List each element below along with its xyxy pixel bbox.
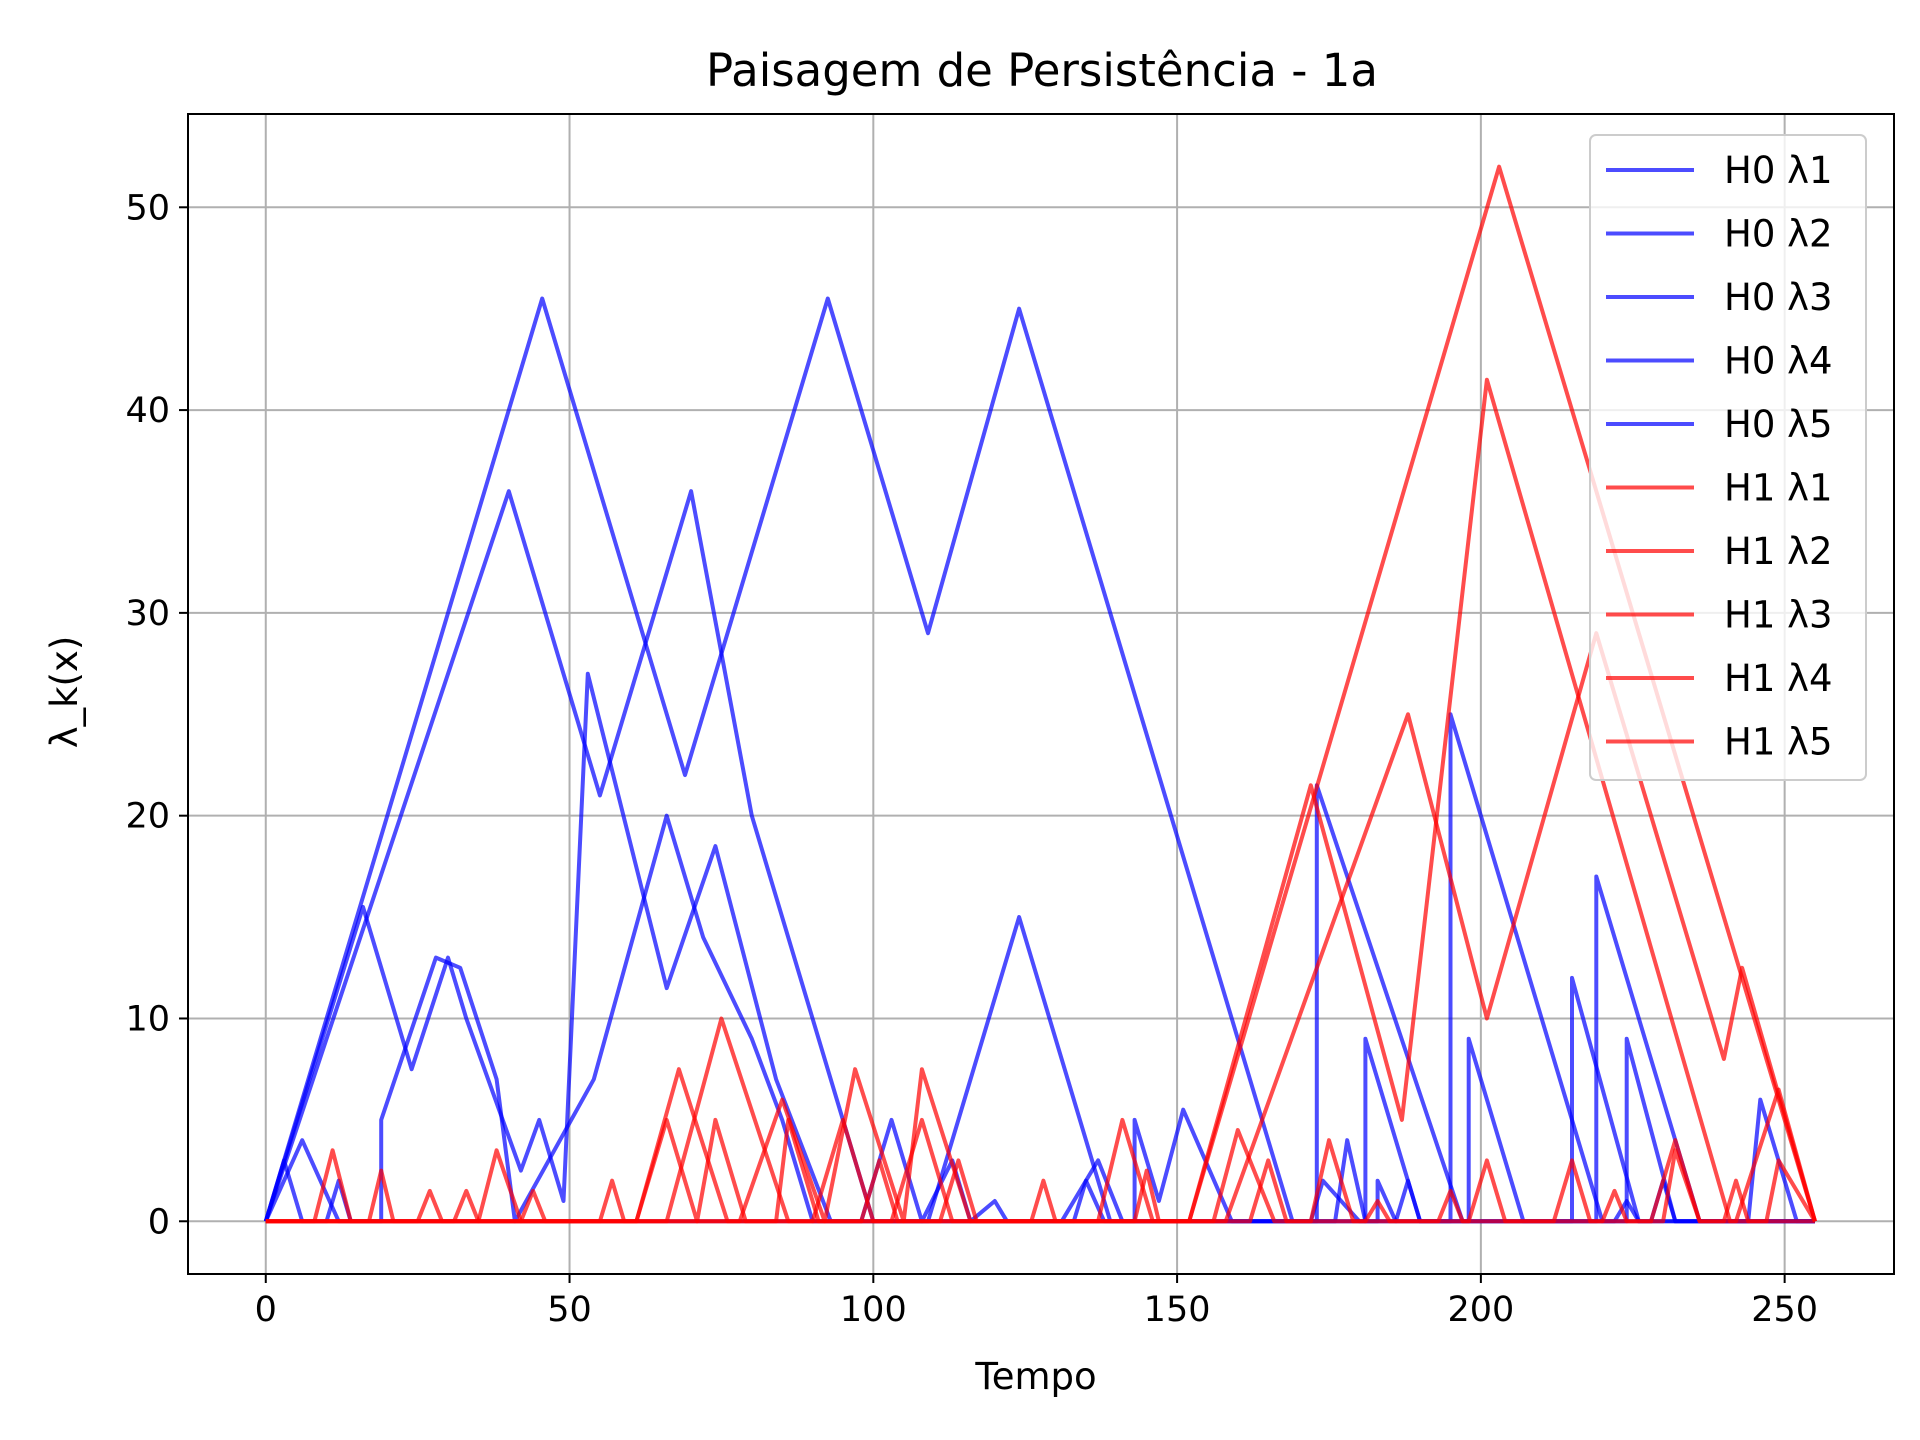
series-line-h1-lambda5: [265, 1117, 1817, 1224]
legend-label-h1-lambda2: H1 λ2: [1724, 530, 1833, 573]
legend-label-h1-lambda3: H1 λ3: [1724, 594, 1833, 637]
plot-frame: [187, 113, 1895, 1275]
legend-label-h0-lambda1: H0 λ1: [1724, 149, 1833, 192]
series-line-h0-lambda4: [263, 813, 1815, 1224]
legend: H0 λ1 H0 λ2 H0 λ3 H0 λ4 H0 λ5 H1 λ1 H1 λ2 H1 λ3…: [1589, 134, 1867, 781]
x-tick-label: 200: [1447, 1290, 1514, 1330]
x-tick-label: 100: [840, 1290, 907, 1330]
series-line-h0-lambda2: [263, 489, 1815, 1224]
legend-label-h0-lambda3: H0 λ3: [1724, 276, 1833, 319]
x-tick-label: 50: [547, 1290, 592, 1330]
x-tick-label: 250: [1751, 1290, 1818, 1330]
y-tick-label: 0: [148, 1202, 170, 1242]
chart-title: Paisagem de Persistência - 1a: [706, 44, 1378, 97]
legend-label-h0-lambda5: H0 λ5: [1724, 403, 1833, 446]
legend-label-h1-lambda5: H1 λ5: [1724, 721, 1833, 764]
legend-label-h0-lambda2: H0 λ2: [1724, 213, 1833, 256]
series-line-h0-lambda3: [263, 671, 1815, 1224]
legend-label-h0-lambda4: H0 λ4: [1724, 340, 1833, 383]
legend-label-h1-lambda1: H1 λ1: [1724, 467, 1833, 510]
y-tick-label: 30: [125, 594, 170, 634]
x-tick-label: 150: [1144, 1290, 1211, 1330]
y-tick-label: 20: [125, 797, 170, 837]
y-axis-label: λ_k(x): [43, 636, 86, 749]
y-tick-label: 40: [125, 391, 170, 431]
legend-entries: H0 λ1 H0 λ2 H0 λ3 H0 λ4 H0 λ5 H1 λ1 H1 λ2 H1 λ3…: [1606, 149, 1833, 764]
y-tick-label: 50: [125, 188, 170, 228]
x-tick-label: 0: [255, 1290, 277, 1330]
series-line-h0-lambda1: [263, 296, 1815, 1224]
axis-ticks: 0 50 100 150 200 250 0 10 20 30 40 50: [125, 188, 1818, 1330]
x-axis-label: Tempo: [974, 1355, 1096, 1398]
legend-label-h1-lambda4: H1 λ4: [1724, 657, 1833, 700]
y-tick-label: 10: [125, 999, 170, 1039]
series-line-h1-lambda4: [265, 1067, 1817, 1224]
